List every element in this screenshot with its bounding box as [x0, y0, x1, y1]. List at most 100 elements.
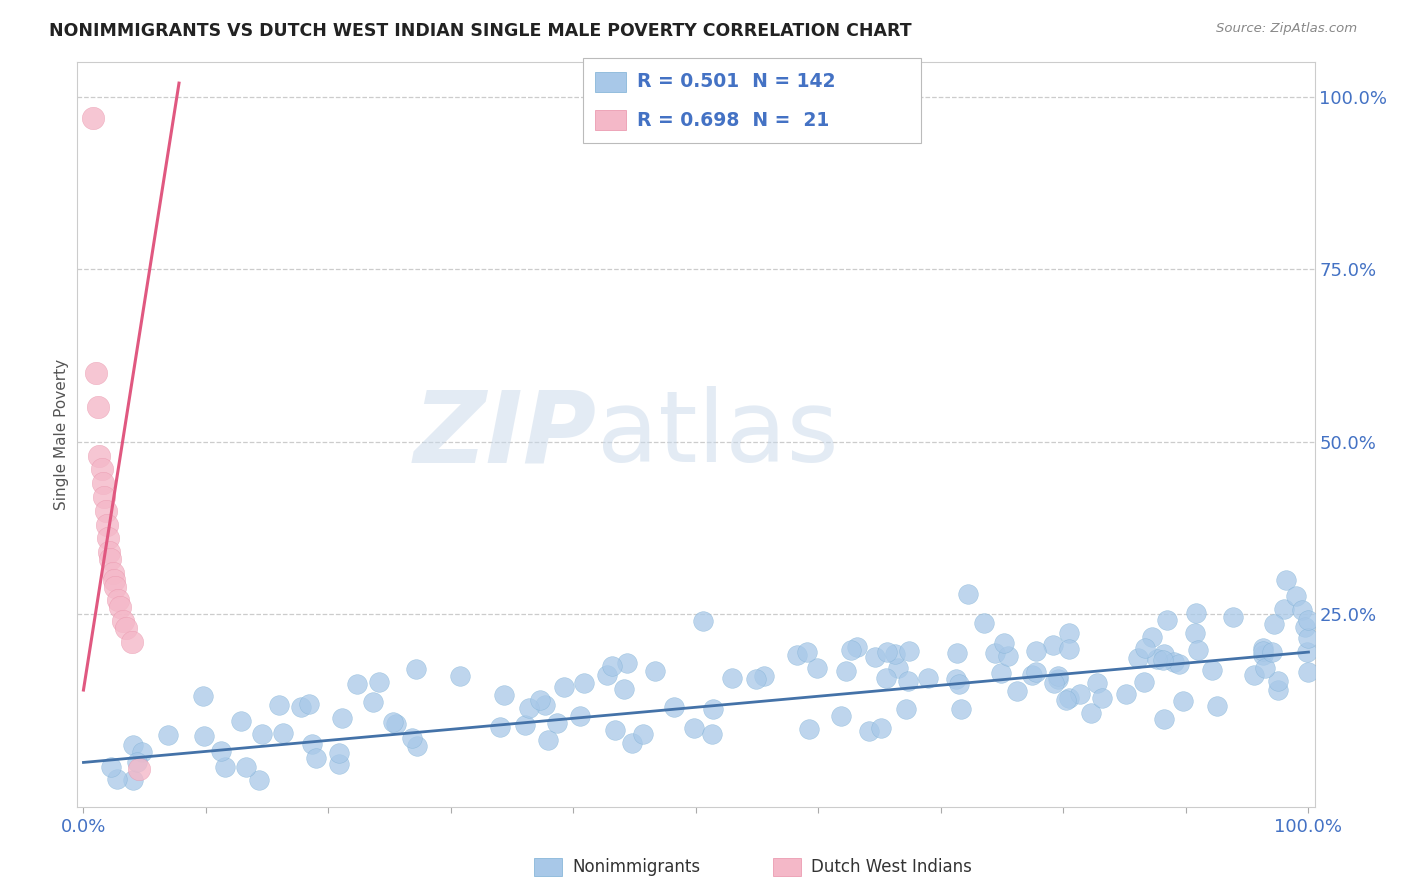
Point — [1054, 693, 1077, 707]
Point — [1005, 684, 1028, 698]
Point — [835, 665, 858, 679]
Point — [917, 671, 939, 685]
Point — [1069, 687, 1091, 701]
Point — [492, 689, 515, 703]
Point — [82, 111, 104, 125]
Text: ZIP: ZIP — [413, 386, 598, 483]
Point — [1091, 691, 1114, 706]
Point — [1294, 620, 1316, 634]
Point — [786, 648, 808, 663]
Point — [662, 700, 685, 714]
Point — [990, 666, 1012, 681]
Point — [1163, 655, 1185, 669]
Point — [193, 729, 215, 743]
Point — [108, 600, 131, 615]
Point — [100, 552, 122, 566]
Point — [100, 760, 122, 774]
Point — [533, 698, 555, 713]
Point — [125, 756, 148, 770]
Point — [328, 757, 350, 772]
Point — [93, 490, 115, 504]
Point — [1251, 643, 1274, 657]
Point — [1222, 609, 1244, 624]
Point — [1057, 626, 1080, 640]
Point — [1184, 626, 1206, 640]
Point — [605, 723, 627, 737]
Point — [298, 697, 321, 711]
Point — [984, 646, 1007, 660]
Point — [1272, 602, 1295, 616]
Point — [644, 664, 666, 678]
Point — [1187, 642, 1209, 657]
Point — [301, 737, 323, 751]
Point — [858, 724, 880, 739]
Point — [330, 711, 353, 725]
Point — [692, 614, 714, 628]
Point — [1142, 630, 1164, 644]
Point — [305, 750, 328, 764]
Point — [1057, 642, 1080, 657]
Point — [90, 462, 112, 476]
Point — [1171, 694, 1194, 708]
Text: NONIMMIGRANTS VS DUTCH WEST INDIAN SINGLE MALE POVERTY CORRELATION CHART: NONIMMIGRANTS VS DUTCH WEST INDIAN SINGL… — [49, 22, 912, 40]
Point — [1253, 648, 1275, 663]
Point — [633, 727, 655, 741]
Point — [488, 720, 510, 734]
Text: atlas: atlas — [598, 386, 838, 483]
Point — [1296, 645, 1319, 659]
Point — [799, 723, 821, 737]
Point — [613, 682, 636, 697]
Point — [1267, 673, 1289, 688]
Point — [1168, 657, 1191, 671]
Point — [87, 401, 110, 415]
Point — [214, 760, 236, 774]
Text: Nonimmigrants: Nonimmigrants — [572, 858, 700, 876]
Point — [569, 709, 592, 723]
Point — [529, 692, 551, 706]
Point — [1047, 672, 1070, 686]
Point — [620, 736, 643, 750]
Point — [97, 531, 120, 545]
Point — [1275, 573, 1298, 587]
Point — [863, 650, 886, 665]
Point — [101, 566, 124, 580]
Point — [1021, 668, 1043, 682]
Point — [1126, 650, 1149, 665]
Point — [752, 669, 775, 683]
Point — [1267, 683, 1289, 698]
Point — [401, 731, 423, 745]
Point — [1298, 613, 1320, 627]
Point — [830, 709, 852, 723]
Point — [796, 645, 818, 659]
Point — [846, 640, 869, 655]
Point — [111, 614, 134, 628]
Point — [1291, 603, 1313, 617]
Point — [89, 449, 111, 463]
Point — [328, 747, 350, 761]
Text: Dutch West Indians: Dutch West Indians — [811, 858, 972, 876]
Point — [121, 634, 143, 648]
Point — [1243, 668, 1265, 682]
Point — [1042, 638, 1064, 652]
Point — [405, 663, 427, 677]
Point — [107, 593, 129, 607]
Point — [948, 677, 970, 691]
Point — [156, 728, 179, 742]
Point — [98, 545, 121, 559]
Point — [574, 676, 596, 690]
Point — [546, 716, 568, 731]
Point — [1153, 647, 1175, 661]
Point — [91, 476, 114, 491]
Point — [897, 673, 920, 688]
Point — [1085, 675, 1108, 690]
Point — [271, 725, 294, 739]
Point — [1025, 665, 1047, 679]
Point — [1298, 632, 1320, 646]
Point — [1043, 675, 1066, 690]
Text: Source: ZipAtlas.com: Source: ZipAtlas.com — [1216, 22, 1357, 36]
Point — [382, 714, 405, 729]
Point — [537, 733, 560, 747]
Point — [1298, 665, 1320, 679]
Point — [1153, 712, 1175, 726]
Point — [247, 772, 270, 787]
